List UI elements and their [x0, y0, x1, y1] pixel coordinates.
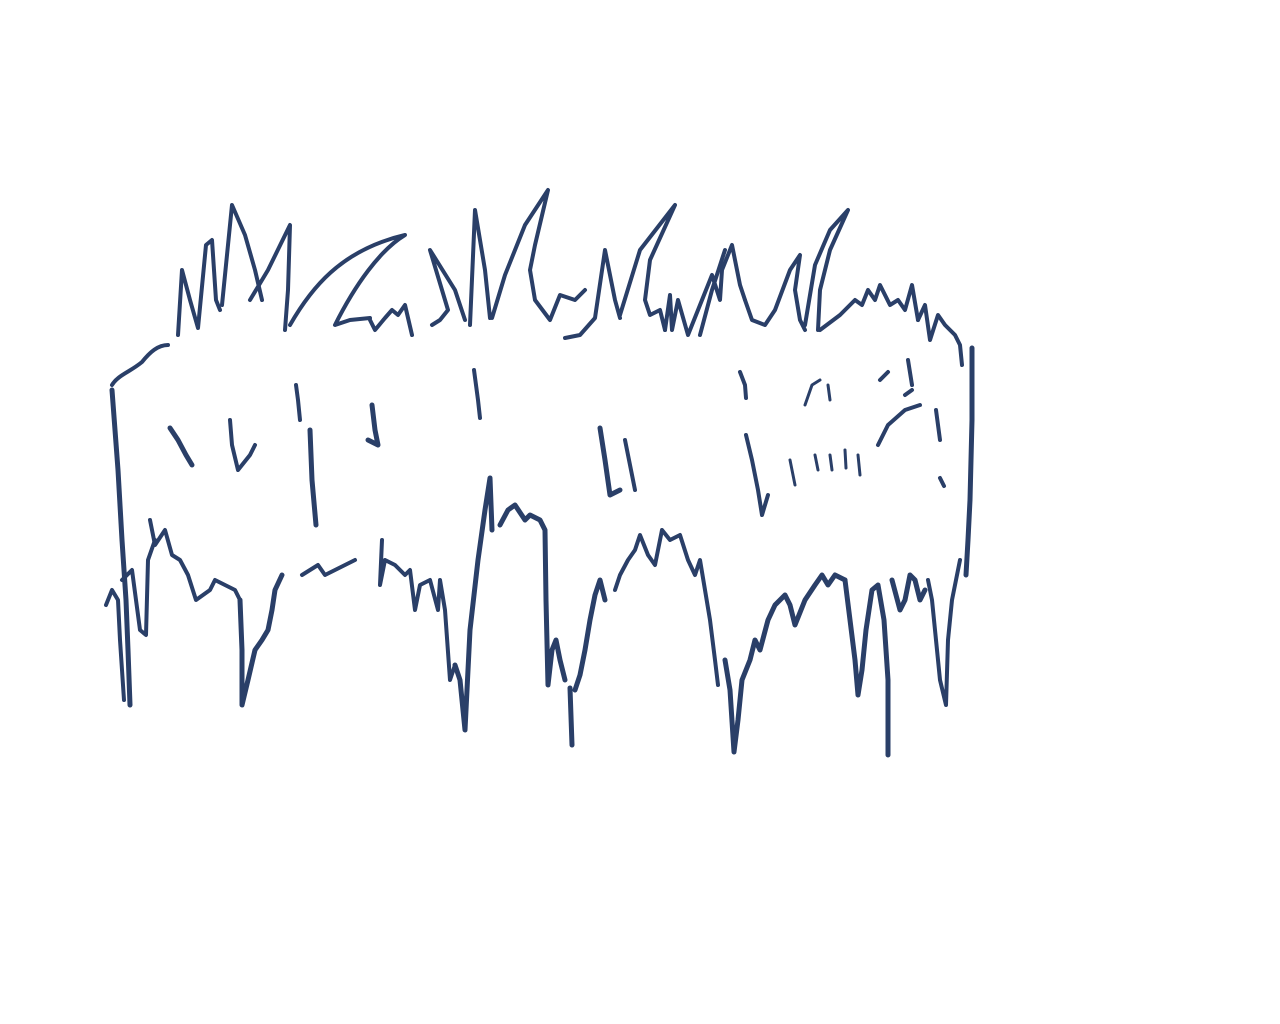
grass-blade-stroke: [176, 238, 222, 337]
inner-mark-stroke: [623, 438, 637, 492]
grass-blade-stroke: [490, 188, 587, 322]
grass-blade-stroke: [803, 208, 850, 332]
left-top-curl-stroke: [110, 343, 170, 387]
bottom-stroke: [842, 577, 891, 758]
bottom-stroke: [148, 518, 242, 602]
grass-blade-stroke: [563, 248, 622, 340]
inner-mark-stroke: [738, 370, 748, 400]
bottom-stroke: [567, 577, 608, 748]
inner-mark-stroke: [167, 425, 195, 468]
grass-blade-stroke: [248, 223, 292, 332]
bottom-stroke: [722, 572, 848, 755]
bottom-stroke: [889, 572, 928, 613]
inner-mark-stroke: [597, 425, 623, 498]
left-inner-stroke: [120, 538, 157, 637]
grass-blade-stroke: [698, 248, 727, 337]
grass-blade-stroke: [663, 243, 747, 337]
grass-blade-stroke: [220, 203, 264, 307]
ink-strokes: [104, 188, 975, 758]
inner-mark-stroke: [876, 403, 922, 447]
grass-blade-stroke: [368, 303, 414, 337]
inner-mark-stroke: [744, 433, 770, 517]
inner-mark-stroke: [813, 448, 862, 477]
inner-mark-stroke: [472, 368, 482, 420]
bottom-stroke: [452, 475, 495, 733]
inner-mark-stroke: [878, 358, 914, 397]
bottom-stroke: [497, 502, 568, 688]
left-lower-stroke: [104, 588, 126, 702]
bottom-stroke: [237, 572, 285, 708]
grass-blade-stroke: [468, 208, 492, 327]
bottom-stroke: [300, 558, 357, 577]
inner-mark-stroke: [934, 408, 946, 488]
right-lower-stroke: [926, 558, 962, 707]
left-edge-stroke: [109, 387, 133, 708]
grass-blade-stroke: [428, 248, 467, 327]
bottom-stroke: [613, 528, 720, 687]
inner-mark-stroke: [228, 418, 257, 472]
inner-mark-stroke: [365, 402, 381, 448]
right-edge-stroke: [963, 345, 975, 578]
grass-blade-stroke: [916, 303, 964, 367]
grass-blade-stroke: [818, 283, 920, 332]
grass-blade-stroke: [288, 233, 407, 327]
bottom-stroke: [378, 538, 457, 682]
grass-blade-stroke: [743, 253, 807, 332]
grass-blade-stroke: [618, 203, 677, 332]
inner-mark-stroke: [294, 383, 302, 422]
inner-mark-stroke: [307, 427, 319, 528]
inner-mark-stroke: [788, 458, 797, 487]
inner-mark-stroke: [803, 378, 832, 407]
